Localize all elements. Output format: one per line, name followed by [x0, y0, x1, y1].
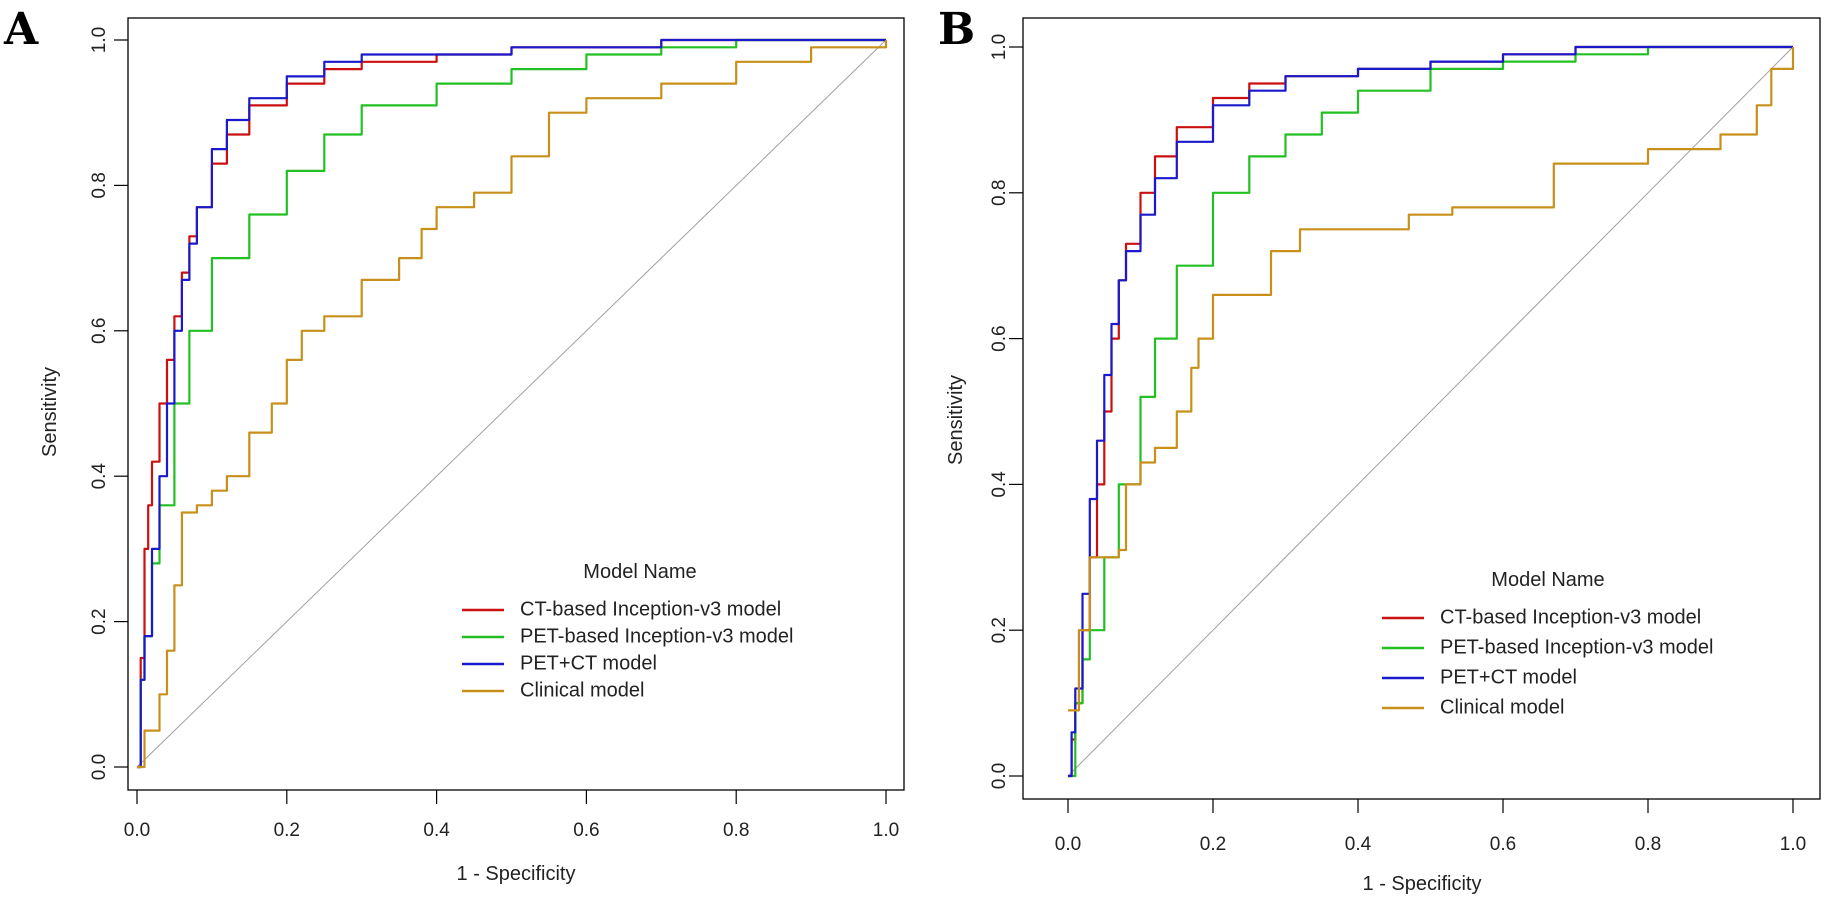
panel-a-y-axis-title: Sensitivity [39, 367, 61, 457]
panel-a-reference-line-group [136, 39, 887, 768]
panel-a-legend: Model Name CT-based Inception-v3 model PE… [462, 561, 794, 701]
panel-b-legend: Model Name CT-based Inception-v3 model PE… [1382, 569, 1714, 718]
panel-b-legend-title: Model Name [1491, 569, 1604, 591]
panel-a-legend-title: Model Name [583, 561, 696, 583]
panel-b-series-group [1068, 45, 1795, 778]
y-tick-label: 0.2 [89, 608, 110, 634]
y-tick-label: 1.0 [89, 27, 110, 53]
legend-label-ct-based-inception-v3-model: CT-based Inception-v3 model [1440, 606, 1701, 628]
series-line-pet-ct-model [1068, 45, 1793, 778]
legend-label-clinical-model: Clinical model [1440, 696, 1565, 718]
panel-b-x-axis-title: 1 - Specificity [1363, 873, 1482, 895]
legend-label-pet-ct-model: PET+CT model [1440, 666, 1577, 688]
x-tick-label: 0.8 [1635, 834, 1661, 855]
panel-a: A 0.00.20.40.60.81.0 0.0 0.2 0.4 0.6 0.8 1.0 … [3, 4, 905, 885]
panel-b-y-axis: 0.0 0.2 0.4 0.6 0.8 1.0 [989, 34, 1023, 789]
reference-diagonal-line [136, 39, 887, 768]
legend-label-pet-based-inception-v3-model: PET-based Inception-v3 model [520, 625, 794, 647]
x-tick-label: 0.8 [723, 820, 749, 841]
x-tick-label: 1.0 [1780, 834, 1806, 855]
reference-diagonal-line [1067, 46, 1794, 777]
series-line-clinical-model [1068, 47, 1795, 712]
panel-a-plot-frame [127, 17, 905, 791]
panel-b-x-axis: 0.0 0.2 0.4 0.6 0.8 1.0 [1055, 799, 1806, 855]
panel-a-y-axis: 0.0 0.2 0.4 0.6 0.8 1.0 [89, 27, 128, 780]
y-tick-label: 1.0 [989, 34, 1010, 60]
y-tick-label: 0.8 [989, 180, 1010, 206]
y-tick-label: 0.6 [989, 325, 1010, 351]
panel-a-series-group [137, 38, 888, 769]
panel-b-plot-frame [1022, 17, 1821, 800]
legend-label-pet-based-inception-v3-model: PET-based Inception-v3 model [1440, 636, 1714, 658]
x-tick-label: 0.4 [423, 820, 450, 841]
y-tick-label: 0.4 [89, 463, 110, 490]
y-tick-label: 0.6 [89, 318, 110, 344]
series-line-clinical-model [137, 40, 888, 769]
panel-b-y-axis-title: Sensitivity [945, 375, 967, 465]
panel-a-x-axis-title: 1 - Specificity [457, 863, 576, 885]
x-tick-label: 1.0 [873, 820, 899, 841]
y-tick-label: 0.2 [989, 617, 1010, 643]
legend-label-clinical-model: Clinical model [520, 679, 645, 701]
x-tick-label: 0.0 [124, 820, 150, 841]
x-tick-label: 0.2 [1200, 834, 1226, 855]
x-tick-label: 0.6 [573, 820, 599, 841]
panel-a-label: A [3, 4, 39, 55]
x-tick-label: 0.4 [1345, 834, 1372, 855]
y-tick-label: 0.0 [989, 763, 1010, 789]
y-tick-label: 0.8 [89, 172, 110, 198]
panel-a-x-axis: 0.0 0.2 0.4 0.6 0.8 1.0 [124, 790, 899, 841]
x-tick-label: 0.0 [1055, 834, 1081, 855]
legend-label-pet-ct-model: PET+CT model [520, 652, 657, 674]
series-line-pet-ct-model [137, 38, 886, 769]
legend-label-ct-based-inception-v3-model: CT-based Inception-v3 model [520, 598, 781, 620]
panel-b-label: B [938, 4, 975, 55]
x-tick-label: 0.6 [1490, 834, 1516, 855]
y-tick-label: 0.0 [89, 754, 110, 780]
y-tick-label: 0.4 [989, 471, 1010, 498]
panel-b: B 0.00.20.40.60.81.0 0.0 0.2 0.4 0.6 0.8 1.0 … [938, 4, 1821, 895]
x-tick-label: 0.2 [274, 820, 300, 841]
panel-b-reference-line-group [1067, 46, 1794, 777]
